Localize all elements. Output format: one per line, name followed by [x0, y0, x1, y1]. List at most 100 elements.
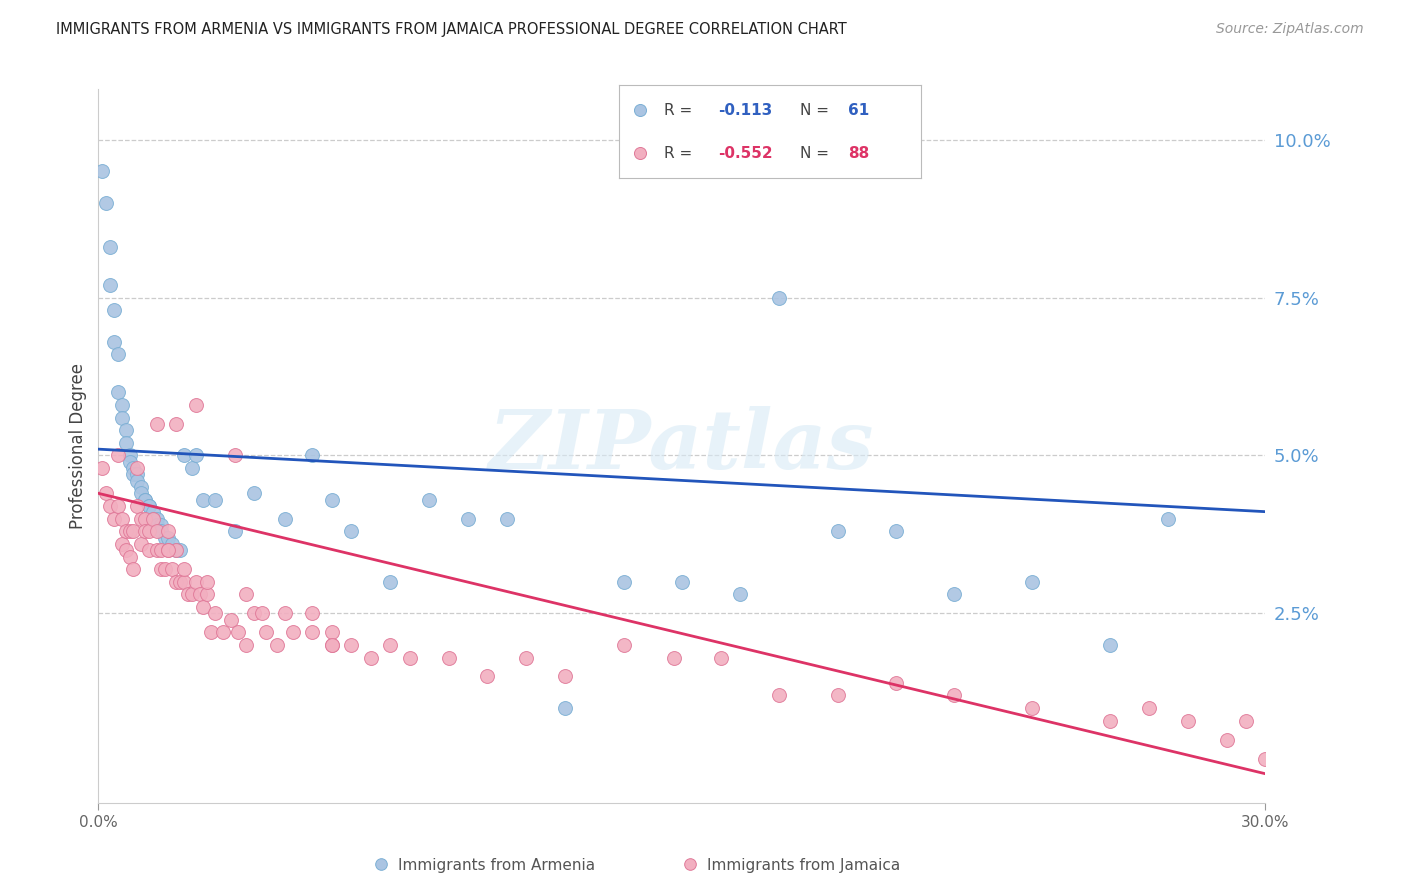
Point	[884, 524, 907, 539]
Point	[281, 625, 304, 640]
Point	[679, 857, 702, 871]
Text: R =: R =	[664, 145, 692, 161]
Point	[235, 587, 257, 601]
Point	[146, 543, 169, 558]
Point	[98, 240, 121, 254]
Point	[301, 607, 323, 621]
Point	[142, 505, 165, 519]
Point	[169, 574, 191, 589]
Point	[173, 562, 195, 576]
Point	[219, 613, 242, 627]
Y-axis label: Professional Degree: Professional Degree	[69, 363, 87, 529]
Text: Immigrants from Armenia: Immigrants from Armenia	[398, 858, 595, 872]
Point	[184, 398, 207, 412]
Point	[768, 689, 790, 703]
Point	[398, 650, 420, 665]
Point	[142, 511, 165, 525]
Point	[114, 524, 136, 539]
Point	[162, 562, 184, 576]
Point	[122, 467, 145, 482]
Point	[243, 486, 266, 500]
Point	[96, 486, 118, 500]
Point	[153, 531, 176, 545]
Point	[515, 650, 537, 665]
Point	[321, 492, 343, 507]
Point	[554, 669, 576, 683]
Point	[321, 638, 343, 652]
Point	[274, 511, 297, 525]
Point	[103, 303, 125, 318]
Point	[111, 398, 134, 412]
Point	[98, 277, 121, 292]
Point	[340, 638, 363, 652]
Point	[827, 689, 849, 703]
Point	[1254, 751, 1277, 765]
Point	[180, 461, 202, 475]
Point	[134, 492, 156, 507]
Point	[103, 334, 125, 349]
Point	[1157, 511, 1180, 525]
Point	[149, 543, 172, 558]
Point	[127, 474, 149, 488]
Point	[228, 625, 250, 640]
Point	[96, 195, 118, 210]
Point	[157, 543, 180, 558]
Point	[107, 499, 129, 513]
Point	[321, 638, 343, 652]
Text: Immigrants from Jamaica: Immigrants from Jamaica	[707, 858, 900, 872]
Point	[243, 607, 266, 621]
Point	[91, 461, 114, 475]
Point	[134, 492, 156, 507]
Point	[671, 574, 693, 589]
Point	[138, 499, 160, 513]
Text: -0.113: -0.113	[718, 103, 773, 118]
Text: R =: R =	[664, 103, 692, 118]
Text: 61: 61	[848, 103, 870, 118]
Point	[107, 347, 129, 361]
Point	[340, 524, 363, 539]
Text: 88: 88	[848, 145, 870, 161]
Point	[204, 607, 226, 621]
Point	[118, 455, 141, 469]
Text: -0.552: -0.552	[718, 145, 773, 161]
Point	[149, 517, 172, 532]
Point	[378, 638, 402, 652]
Point	[193, 600, 215, 615]
Point	[370, 857, 392, 871]
Text: ZIPatlas: ZIPatlas	[489, 406, 875, 486]
Point	[266, 638, 288, 652]
Point	[360, 650, 382, 665]
Point	[107, 449, 129, 463]
Point	[254, 625, 277, 640]
Point	[768, 291, 790, 305]
Point	[613, 638, 636, 652]
Point	[165, 574, 187, 589]
Point	[122, 524, 145, 539]
Point	[224, 524, 246, 539]
Point	[662, 650, 685, 665]
Point	[114, 423, 136, 437]
Point	[146, 524, 169, 539]
Point	[1234, 714, 1257, 728]
Point	[250, 607, 273, 621]
Point	[378, 574, 402, 589]
Point	[157, 531, 180, 545]
Point	[138, 524, 160, 539]
Point	[1021, 701, 1043, 715]
Point	[146, 417, 169, 431]
Point	[457, 511, 479, 525]
Point	[129, 537, 152, 551]
Point	[162, 537, 184, 551]
Point	[477, 669, 499, 683]
Point	[628, 103, 651, 117]
Point	[1215, 732, 1237, 747]
Point	[118, 449, 141, 463]
Point	[943, 689, 966, 703]
Point	[827, 524, 849, 539]
Point	[212, 625, 235, 640]
Point	[157, 543, 180, 558]
Point	[122, 461, 145, 475]
Point	[111, 511, 134, 525]
Point	[98, 499, 121, 513]
Point	[91, 164, 114, 178]
